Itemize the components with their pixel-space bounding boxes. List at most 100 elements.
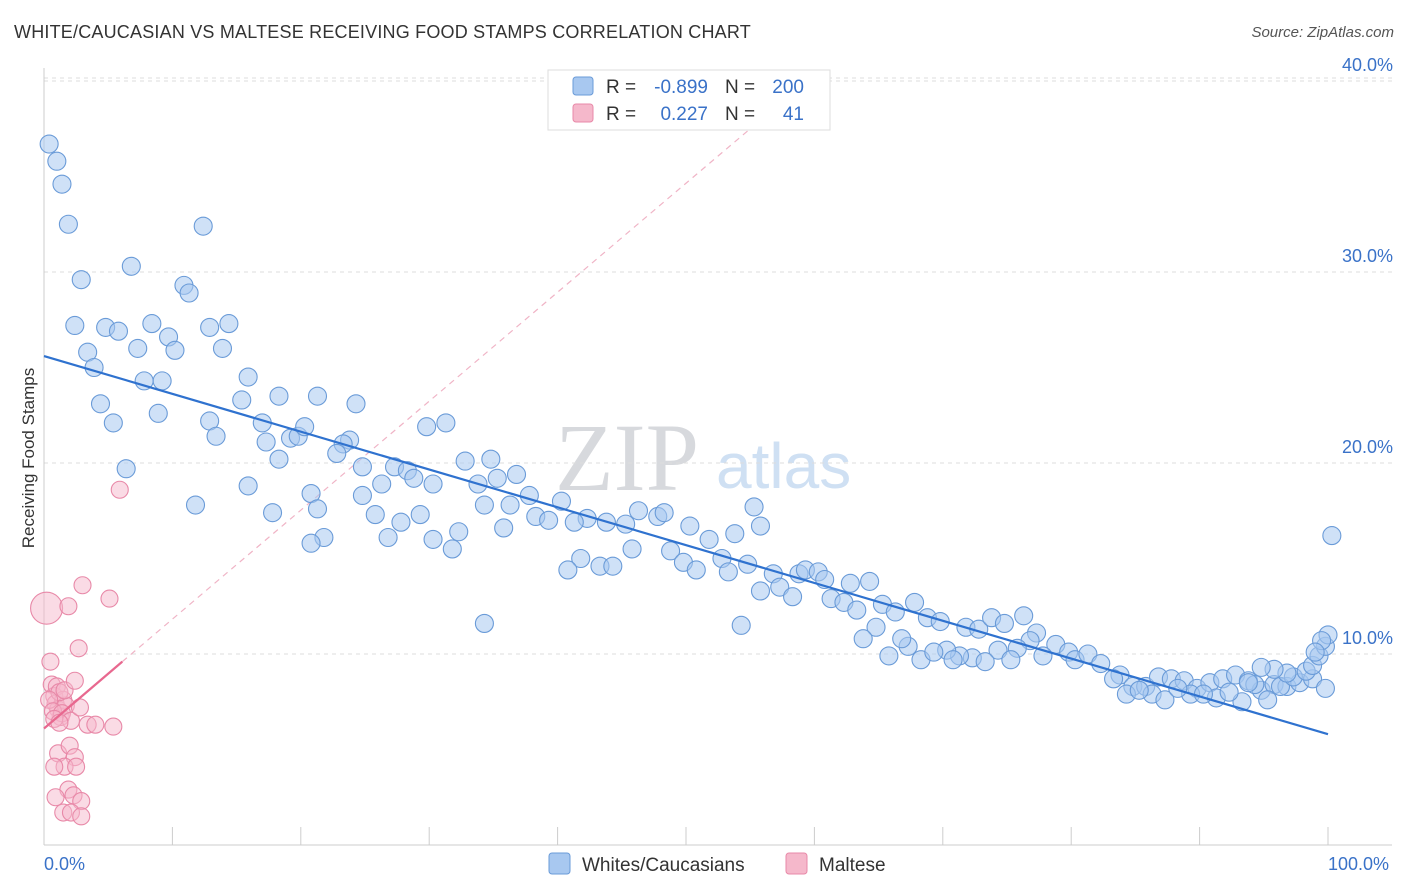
whites-point [352, 457, 372, 477]
whites-point [975, 652, 995, 672]
maltese-point [41, 652, 60, 671]
whites-point [152, 371, 172, 391]
whites-point [327, 443, 347, 464]
y-tick-label: 20.0% [1342, 437, 1393, 457]
whites-point [121, 256, 141, 276]
whites-point [263, 503, 283, 523]
chart-source: Source: ZipAtlas.com [1251, 24, 1394, 41]
maltese-trend-extension [121, 128, 751, 663]
whites-point [853, 629, 873, 649]
whites-point [1238, 673, 1258, 693]
whites-point [90, 394, 111, 414]
maltese-point [65, 671, 84, 690]
whites-point [442, 539, 462, 559]
series-legend: Whites/Caucasians Maltese [548, 852, 886, 876]
whites-point [718, 562, 738, 582]
whites-point [731, 615, 751, 635]
maltese-point [67, 757, 86, 776]
whites-point [680, 516, 700, 536]
whites-point [148, 403, 168, 423]
whites-point [686, 560, 706, 580]
whites-point [58, 214, 78, 234]
whites-point [654, 503, 674, 523]
y-axis-label: Receiving Food Stamps [19, 368, 38, 548]
whites-point [436, 413, 456, 433]
whites-point [943, 650, 963, 670]
whites-point [750, 581, 771, 601]
legend-n-value-whites: 200 [772, 77, 804, 98]
whites-point [269, 449, 289, 469]
bottom-legend-label-maltese: Maltese [819, 855, 886, 876]
y-tick-label: 10.0% [1342, 628, 1393, 648]
whites-point [238, 476, 258, 496]
maltese-point [72, 807, 91, 826]
whites-point [699, 529, 719, 549]
legend-n-label-whites: N = [725, 77, 755, 98]
whites-point [365, 505, 385, 525]
whites-point [506, 464, 527, 485]
whites-point [1251, 657, 1271, 677]
whites-point [616, 514, 636, 534]
whites-point [539, 510, 559, 530]
legend-n-value-maltese: 41 [783, 104, 804, 125]
whites-point [661, 541, 681, 561]
whites-point [847, 600, 867, 620]
legend-r-label-whites: R = [606, 77, 636, 98]
whites-point [185, 495, 206, 515]
y-tick-label: 40.0% [1342, 55, 1393, 75]
whites-point [924, 642, 944, 662]
whites-point [571, 548, 591, 569]
whites-point [866, 617, 886, 637]
whites-point [84, 357, 104, 378]
whites-point [219, 314, 239, 334]
whites-point [200, 317, 220, 337]
legend-swatch-maltese [572, 103, 594, 123]
whites-point [391, 512, 411, 532]
maltese-point [50, 713, 69, 732]
whites-point [879, 646, 899, 666]
stats-legend: R = -0.899 N = 200 R = 0.227 N = 41 [547, 69, 831, 131]
whites-point [744, 497, 764, 517]
whites-point [39, 134, 59, 154]
whites-point [1315, 678, 1335, 698]
legend-n-label-maltese: N = [725, 104, 755, 125]
whites-point [142, 314, 162, 334]
bottom-legend-swatch-maltese [785, 852, 808, 875]
x-axis-ticks [43, 827, 1329, 845]
whites-point [564, 512, 584, 532]
whites-point [1232, 692, 1252, 712]
whites-point [307, 386, 328, 406]
whites-point [108, 321, 129, 341]
whites-point [269, 386, 289, 406]
trend-lines [121, 128, 751, 663]
whites-point [232, 390, 252, 410]
whites-point [1258, 690, 1278, 710]
whites-point [410, 505, 430, 525]
whites-point [404, 468, 424, 488]
whites-point [750, 516, 771, 536]
y-tick-label: 30.0% [1342, 246, 1393, 266]
whites-point [128, 338, 148, 358]
x-tick-label-max: 100.0% [1328, 854, 1389, 874]
whites-point [47, 151, 67, 171]
whites-point [1219, 682, 1239, 702]
bottom-legend-label-whites: Whites/Caucasians [582, 855, 745, 876]
whites-point [1104, 669, 1124, 689]
whites-point [417, 417, 437, 437]
whites-point [725, 524, 745, 544]
maltese-point [104, 717, 123, 736]
whites-point [116, 459, 136, 479]
whites-point [71, 270, 91, 290]
whites-point [892, 629, 912, 649]
maltese-trend-line [43, 660, 124, 730]
whites-point [423, 529, 443, 549]
whites-point [770, 577, 790, 597]
whites-point [1001, 650, 1021, 670]
whites-point [378, 527, 398, 548]
whites-point [481, 449, 501, 469]
whites-point [988, 640, 1008, 660]
maltese-point [110, 480, 129, 499]
series-maltese-points [30, 354, 1329, 826]
whites-point [352, 485, 372, 506]
